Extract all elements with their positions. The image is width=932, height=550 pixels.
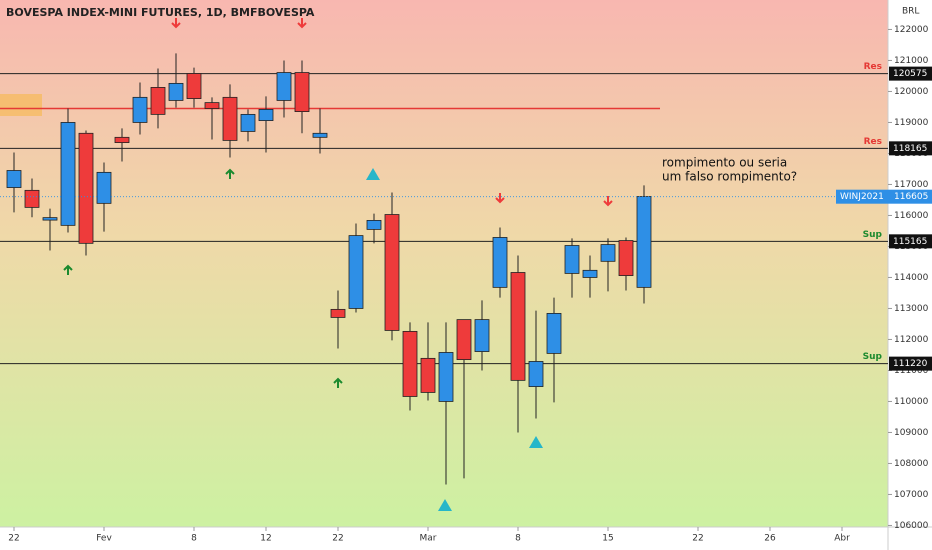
candle-body <box>420 357 436 393</box>
candle-body <box>618 240 634 276</box>
signals <box>63 18 613 388</box>
candle-body <box>294 72 310 113</box>
candle-body <box>528 361 544 387</box>
level-tag: Res <box>864 137 882 147</box>
candle-body <box>564 245 580 274</box>
candle-body <box>186 73 202 99</box>
candle-body <box>24 189 40 208</box>
y-tick-label: 113000 <box>894 304 929 314</box>
candle-body <box>204 102 220 109</box>
candle-body <box>348 235 364 309</box>
y-tick-label: 116000 <box>894 211 929 221</box>
candle-body <box>384 214 400 331</box>
y-tick-label: 122000 <box>894 25 929 35</box>
price-label: 120575 <box>893 69 927 79</box>
x-tick-label: 22 <box>332 534 343 544</box>
y-tick-label: 108000 <box>894 459 929 469</box>
candle-body <box>492 237 508 288</box>
price-box <box>889 141 932 156</box>
level-tag: Sup <box>863 230 883 240</box>
x-tick-label: 8 <box>191 534 197 544</box>
highlight <box>0 94 42 116</box>
level-tag: Sup <box>863 352 883 362</box>
y-tick-label: 106000 <box>894 521 929 531</box>
x-tick-label: 12 <box>260 534 271 544</box>
candle-body <box>474 319 490 352</box>
y-tick-label: 119000 <box>894 118 929 128</box>
price-box <box>889 356 932 371</box>
chart-title: BOVESPA INDEX-MINI FUTURES, 1D, BMFBOVES… <box>6 6 315 19</box>
candle-body <box>510 272 526 381</box>
x-tick-label: Fev <box>96 534 112 544</box>
y-tick-label: 112000 <box>894 335 929 345</box>
candle-body <box>78 132 94 244</box>
candle-body <box>168 82 184 101</box>
price-box <box>889 66 932 81</box>
price-label: 111220 <box>893 359 928 369</box>
candle-body <box>582 269 598 278</box>
x-tick-label: 22 <box>8 534 19 544</box>
y-tick-label: 107000 <box>894 490 929 500</box>
x-tick-label: 15 <box>602 534 613 544</box>
price-label: 115165 <box>893 237 927 247</box>
y-tick-label: 110000 <box>894 397 929 407</box>
candle-body <box>240 113 256 132</box>
candle-body <box>258 109 274 121</box>
x-tick-label: 8 <box>515 534 521 544</box>
candle-body <box>6 170 22 188</box>
candle-body <box>60 122 76 226</box>
x-tick-label: 22 <box>692 534 703 544</box>
candle-body <box>312 132 328 138</box>
plot-background <box>0 0 888 527</box>
candle-body <box>114 136 130 144</box>
candle-body <box>276 72 292 101</box>
y-tick-label: 120000 <box>894 87 929 97</box>
y-tick-label: 114000 <box>894 273 929 283</box>
candle-body <box>330 308 346 318</box>
x-tick-label: Mar <box>420 534 437 544</box>
annotation: um falso rompimento? <box>662 170 797 184</box>
warning-icons <box>366 168 543 511</box>
last-symbol: WINJ2021 <box>840 192 884 202</box>
y-tick-label: 109000 <box>894 428 929 438</box>
last-price-label: 116605 <box>894 192 928 202</box>
candle-body <box>402 330 418 397</box>
candle-body <box>546 313 562 354</box>
price-box <box>889 234 932 249</box>
x-tick-label: 26 <box>764 534 776 544</box>
y-tick-label: 117000 <box>894 180 929 190</box>
candle-body <box>438 352 454 402</box>
x-tick-label: Abr <box>834 534 850 544</box>
y-tick-label: 121000 <box>894 56 929 66</box>
last-price-box <box>836 189 932 204</box>
candle-body <box>42 217 58 221</box>
y-tick-label: 111000 <box>894 366 929 376</box>
currency: BRL <box>902 7 919 17</box>
candle-body <box>456 319 472 360</box>
candle-body <box>600 244 616 262</box>
candle-body <box>636 196 652 288</box>
candle-body <box>150 87 166 115</box>
annotation: rompimento ou seria <box>662 156 787 170</box>
candle-body <box>132 96 148 123</box>
candle-body <box>366 220 382 230</box>
price-label: 118165 <box>893 144 927 154</box>
level-tag: Res <box>864 62 882 72</box>
candle-body <box>96 171 112 204</box>
candle-body <box>222 96 238 141</box>
